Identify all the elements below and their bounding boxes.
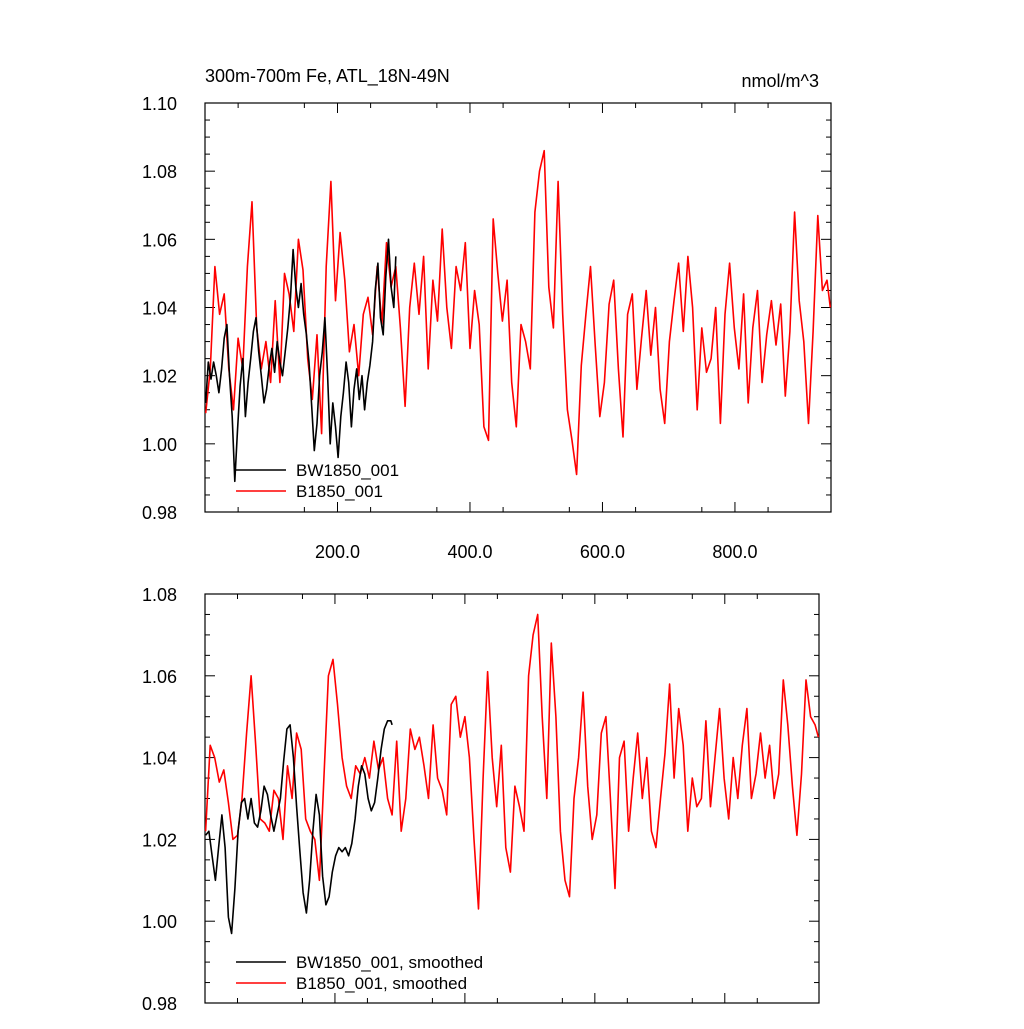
series-line-bw1850-001 [204,238,397,483]
chart-title: 300m-700m Fe, ATL_18N-49N [205,66,450,87]
legend-label: B1850_001, smoothed [296,974,467,993]
y-tick-label: 1.10 [142,94,177,114]
units-label: nmol/m^3 [742,71,819,91]
series-line-b1850-001-smoothed [204,613,820,910]
y-tick-label: 1.04 [142,299,177,319]
y-tick-label: 1.04 [142,749,177,769]
legend-label: B1850_001 [296,482,383,501]
y-tick-label: 1.08 [142,162,177,182]
y-tick-label: 1.08 [142,585,177,605]
legend-label: BW1850_001, smoothed [296,953,483,972]
x-tick-label: 400.0 [447,542,492,562]
y-tick-label: 1.06 [142,230,177,250]
x-tick-label: 200.0 [315,542,360,562]
x-tick-label: 600.0 [580,542,625,562]
chart-panel-1: 0.98 1.00 1.02 1.04 1.06 1.08 1.10 200.0 400.0 60… [142,66,832,562]
series-line-bw1850-001-smoothed [204,719,393,935]
chart-panel-2: 0.98 1.00 1.02 1.04 1.06 1.08 BW1850_001, smoo… [142,585,820,1014]
x-tick-label: 800.0 [712,542,757,562]
y-tick-label: 0.98 [142,994,177,1014]
y-tick-label: 0.98 [142,503,177,523]
y-tick-label: 1.00 [142,435,177,455]
legend-label: BW1850_001 [296,461,399,480]
y-tick-label: 1.06 [142,667,177,687]
y-tick-label: 1.02 [142,367,177,387]
y-tick-label: 1.02 [142,830,177,850]
y-tick-label: 1.00 [142,912,177,932]
